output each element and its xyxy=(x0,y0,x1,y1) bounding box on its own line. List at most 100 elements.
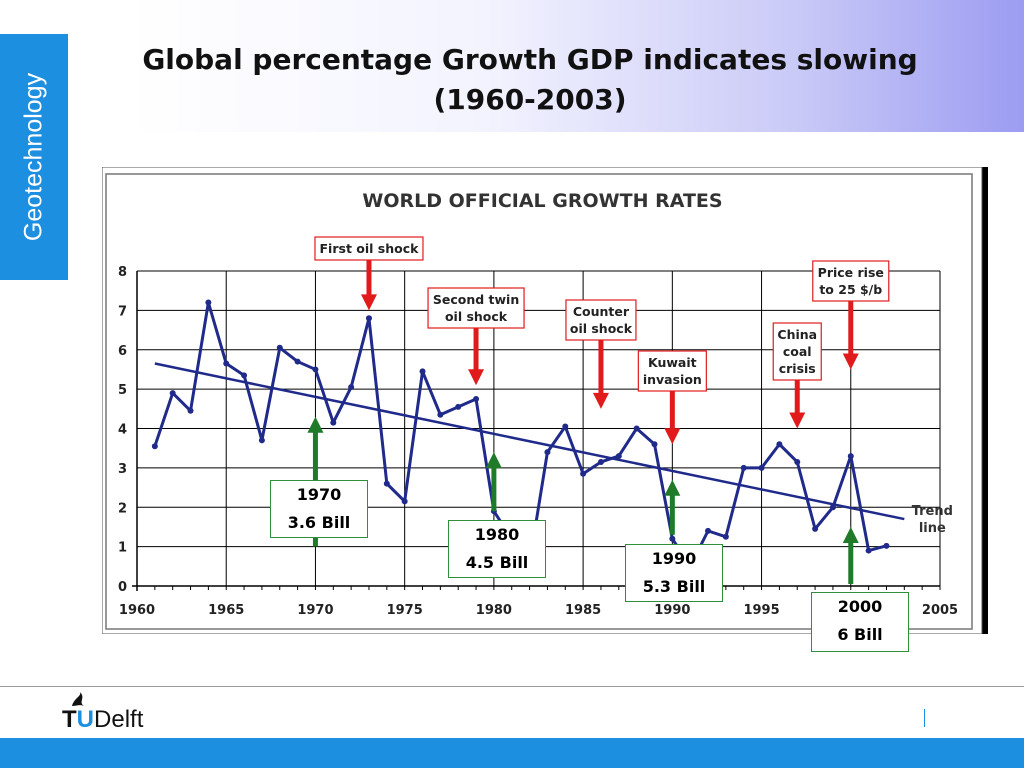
x-tick-label: 1970 xyxy=(297,603,333,618)
shock-label-box xyxy=(314,236,424,261)
callout-year: 1970 xyxy=(296,485,342,504)
callout-year: 1980 xyxy=(474,525,520,544)
x-tick-label: 1965 xyxy=(208,603,244,618)
population-callout-1990: 1990 5.3 Bill xyxy=(625,544,723,602)
shock-label-box xyxy=(427,287,525,329)
y-tick-label: 6 xyxy=(118,344,127,359)
data-point xyxy=(812,525,819,532)
y-tick-label: 1 xyxy=(118,541,127,556)
shock-arrow-head xyxy=(592,392,609,409)
data-point xyxy=(580,470,587,477)
slide-title-line1: Global percentage Growth GDP indicates s… xyxy=(142,43,918,76)
shock-label: Second twin oil shock xyxy=(433,292,519,324)
data-point xyxy=(544,449,551,456)
data-point xyxy=(615,453,622,460)
y-tick-label: 2 xyxy=(118,501,127,516)
x-tick-label: 1985 xyxy=(565,603,601,618)
callout-year: 2000 xyxy=(837,597,883,616)
data-point xyxy=(722,533,729,540)
footer-tick xyxy=(924,709,925,727)
data-point xyxy=(365,315,372,322)
title-band xyxy=(128,0,1024,132)
data-point xyxy=(258,437,265,444)
logo-delft: Delft xyxy=(94,706,144,733)
shock-label-box xyxy=(637,350,707,392)
shock-arrow-head xyxy=(468,369,485,386)
data-point xyxy=(330,419,337,426)
x-tick-label: 1995 xyxy=(743,603,779,618)
data-point xyxy=(401,498,408,505)
shock-label-box xyxy=(772,322,822,381)
side-tab: Geotechnology xyxy=(0,34,68,280)
data-point xyxy=(776,441,783,448)
data-point xyxy=(633,425,640,432)
footer-divider xyxy=(0,686,1024,687)
data-point xyxy=(383,480,390,487)
callout-population: 5.3 Bill xyxy=(642,577,706,596)
data-point xyxy=(187,407,194,414)
x-tick-label: 1975 xyxy=(387,603,423,618)
chart-title: WORLD OFFICIAL GROWTH RATES xyxy=(362,190,722,212)
data-point xyxy=(562,423,569,430)
callout-population: 6 Bill xyxy=(837,625,883,644)
chart-frame-shadow xyxy=(981,167,988,634)
data-point xyxy=(205,299,212,306)
data-point xyxy=(794,458,801,465)
shock-label: Kuwait invasion xyxy=(643,355,702,387)
callout-population: 4.5 Bill xyxy=(465,553,529,572)
shock-label: Counter oil shock xyxy=(570,304,633,336)
population-callout-1980: 1980 4.5 Bill xyxy=(448,520,546,578)
data-point xyxy=(241,372,248,379)
trend-line xyxy=(154,362,905,521)
population-arrow-head xyxy=(307,416,324,433)
data-point xyxy=(669,535,676,542)
data-point xyxy=(348,384,355,391)
y-tick-label: 5 xyxy=(118,383,127,398)
data-point xyxy=(473,395,480,402)
footer-bar xyxy=(0,738,1024,768)
data-point xyxy=(651,441,658,448)
data-point xyxy=(223,360,230,367)
population-arrow-head xyxy=(485,452,502,469)
logo-u: U xyxy=(76,706,95,733)
data-point xyxy=(312,366,319,373)
data-point xyxy=(294,358,301,365)
y-tick-label: 3 xyxy=(118,462,127,477)
slide-title: Global percentage Growth GDP indicates s… xyxy=(100,40,960,120)
shock-label: China coal crisis xyxy=(777,327,817,376)
trend-line-label: Trend line xyxy=(912,504,953,536)
data-point xyxy=(758,464,765,471)
data-point xyxy=(169,390,176,397)
tu-delft-logo: TUDelft xyxy=(62,706,143,734)
shock-arrow-head xyxy=(789,412,806,429)
data-point xyxy=(455,403,462,410)
population-callout-1970: 1970 3.6 Bill xyxy=(270,480,368,538)
shock-label: First oil shock xyxy=(320,241,420,256)
y-tick-label: 7 xyxy=(118,304,127,319)
slide-title-line2: (1960-2003) xyxy=(433,83,627,116)
data-point xyxy=(705,527,712,534)
logo-t: T xyxy=(62,706,77,733)
tu-delft-flame-icon xyxy=(72,692,84,706)
shock-arrow-head xyxy=(842,353,859,370)
x-tick-label: 1960 xyxy=(119,603,155,618)
shock-label-box xyxy=(565,299,637,341)
y-tick-label: 8 xyxy=(118,265,127,280)
population-arrow-head xyxy=(842,526,859,543)
y-tick-label: 4 xyxy=(118,423,127,438)
callout-year: 1990 xyxy=(651,549,697,568)
x-tick-label: 1980 xyxy=(476,603,512,618)
data-point xyxy=(276,344,283,351)
x-tick-label: 1990 xyxy=(654,603,690,618)
data-point xyxy=(151,443,158,450)
population-arrow-head xyxy=(664,479,681,496)
data-point xyxy=(847,453,854,460)
shock-label: Price rise to 25 $/b xyxy=(818,265,884,297)
data-point xyxy=(419,368,426,375)
shock-arrow-head xyxy=(360,294,377,311)
data-point xyxy=(829,504,836,511)
shock-arrow-head xyxy=(664,428,681,445)
data-point xyxy=(883,542,890,549)
y-tick-label: 0 xyxy=(118,580,127,595)
side-tab-label: Geotechnology xyxy=(19,72,48,242)
